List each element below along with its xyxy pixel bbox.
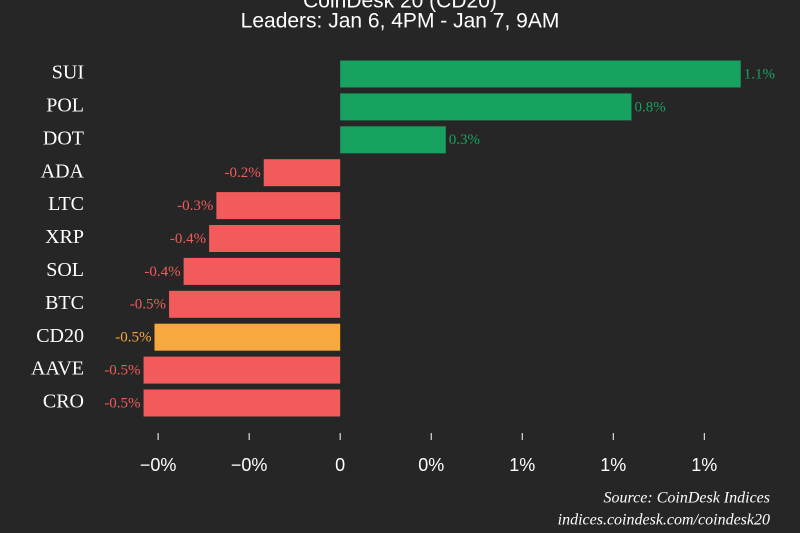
x-tick-label: 0% bbox=[418, 455, 444, 475]
value-label: -0.3% bbox=[177, 198, 213, 214]
bar bbox=[154, 323, 341, 351]
bar bbox=[143, 389, 341, 417]
y-tick-label: CRO bbox=[43, 391, 84, 413]
bar bbox=[340, 93, 632, 121]
bar bbox=[340, 126, 446, 154]
y-tick-label: SUI bbox=[52, 62, 84, 84]
x-tick-label: 1% bbox=[691, 455, 717, 475]
y-tick-label: LTC bbox=[48, 193, 84, 215]
y-tick-label: POL bbox=[46, 94, 84, 116]
y-tick-label: ADA bbox=[41, 160, 85, 182]
value-label: -0.4% bbox=[170, 231, 206, 247]
bar bbox=[169, 290, 341, 318]
y-tick-label: SOL bbox=[46, 259, 84, 281]
y-tick-label: DOT bbox=[43, 127, 84, 149]
y-tick-label: CD20 bbox=[36, 325, 84, 347]
y-tick-label: BTC bbox=[45, 292, 84, 314]
y-tick-label: AAVE bbox=[31, 358, 84, 380]
bar bbox=[263, 159, 341, 187]
chart-subtitle: Leaders: Jan 6, 4PM - Jan 7, 9AM bbox=[241, 10, 560, 33]
x-tick-label: 1% bbox=[600, 455, 626, 475]
bar bbox=[143, 356, 341, 384]
bar bbox=[183, 257, 341, 285]
x-tick-label: −0% bbox=[231, 455, 268, 475]
value-label: -0.5% bbox=[104, 395, 140, 411]
x-tick-label: 1% bbox=[509, 455, 535, 475]
value-label: -0.5% bbox=[104, 363, 140, 379]
bar bbox=[209, 225, 341, 252]
value-label: -0.5% bbox=[115, 330, 151, 346]
x-tick-label: 0 bbox=[335, 455, 345, 475]
value-label: -0.4% bbox=[144, 264, 180, 280]
x-tick-label: −0% bbox=[140, 455, 177, 475]
value-label: 0.3% bbox=[449, 132, 480, 148]
source: Source: CoinDesk Indices bbox=[604, 490, 770, 507]
source-url: indices.coindesk.com/coindesk20 bbox=[558, 512, 770, 529]
value-label: 1.1% bbox=[744, 66, 775, 82]
value-label: -0.2% bbox=[224, 165, 260, 181]
bar bbox=[340, 60, 741, 88]
value-label: -0.5% bbox=[130, 297, 166, 313]
value-label: 0.8% bbox=[634, 99, 665, 115]
y-tick-label: XRP bbox=[45, 226, 84, 248]
bar bbox=[216, 192, 341, 220]
chart-title: CoinDesk 20 (CD20) bbox=[303, 0, 497, 13]
